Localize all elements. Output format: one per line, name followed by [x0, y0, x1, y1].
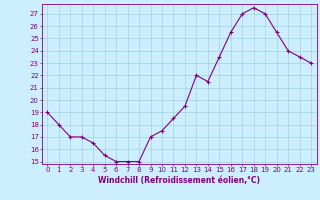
X-axis label: Windchill (Refroidissement éolien,°C): Windchill (Refroidissement éolien,°C) — [98, 176, 260, 185]
